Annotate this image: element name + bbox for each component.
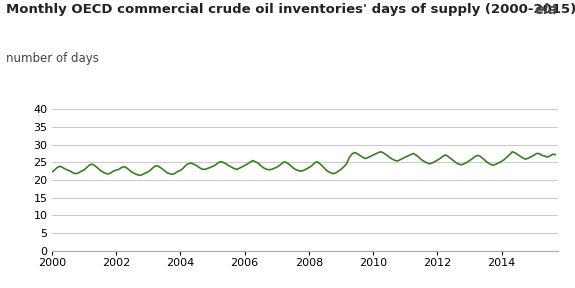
Text: Monthly OECD commercial crude oil inventories' days of supply (2000-2015): Monthly OECD commercial crude oil invent…: [6, 3, 575, 16]
Text: number of days: number of days: [6, 52, 99, 65]
Text: eia: eia: [534, 3, 558, 17]
